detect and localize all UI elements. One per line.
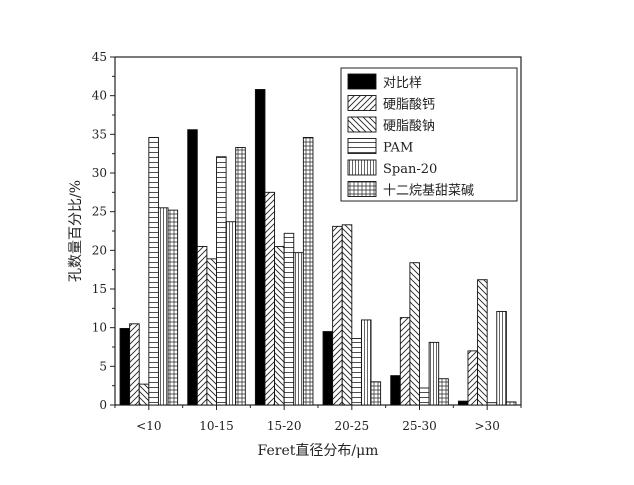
bar: [119, 327, 131, 406]
bar: [486, 402, 498, 406]
legend-entry: Span-20: [383, 162, 437, 177]
bar: [496, 310, 507, 406]
bar: [399, 317, 411, 406]
bar: [129, 323, 140, 406]
bar: [351, 338, 362, 406]
y-tick-label: 45: [92, 50, 107, 64]
y-axis: 0 5 10 15 20 25 30 35 40 45: [92, 50, 115, 412]
bar: [457, 400, 469, 406]
legend-swatch: [347, 116, 377, 133]
bar: [467, 350, 479, 406]
bar: [148, 136, 159, 406]
y-axis-label: 孔数量百分比/%: [68, 180, 84, 282]
bars-group: [119, 89, 517, 406]
x-tick-label: 15-20: [267, 419, 302, 433]
bar: [409, 262, 420, 406]
bar: [254, 89, 266, 406]
legend-entry: 硬脂酸钙: [383, 98, 435, 113]
y-tick-label: 15: [92, 282, 107, 296]
bar: [477, 279, 488, 406]
y-tick-label: 5: [99, 359, 107, 373]
bar: [274, 246, 285, 406]
y-tick-label: 10: [92, 321, 107, 335]
y-tick-label: 35: [92, 127, 107, 141]
legend-entry: 十二烷基甜菜碱: [383, 183, 474, 199]
legend-entry: 硬脂酸钠: [383, 119, 435, 134]
bar: [293, 252, 304, 406]
bar: [302, 136, 314, 406]
bar: [264, 191, 276, 406]
bar: [216, 156, 227, 406]
x-axis-label: Feret直径分布/μm: [258, 442, 379, 459]
bar: [419, 387, 430, 406]
bar: [138, 383, 150, 406]
bar: [428, 341, 440, 406]
y-tick-label: 0: [99, 398, 107, 412]
legend-entry: 对比样: [383, 76, 422, 91]
bar: [360, 319, 372, 406]
y-tick-label: 40: [92, 89, 107, 103]
x-tick-label: 25-30: [402, 419, 437, 433]
x-tick-label: >30: [475, 419, 500, 433]
y-tick-label: 30: [92, 166, 107, 180]
legend-swatch: [347, 159, 377, 176]
legend-entry: PAM: [383, 141, 413, 156]
legend-swatch: [347, 95, 377, 111]
x-axis: <10 10-15 15-20 20-25 25-30 >30: [114, 405, 522, 433]
bar: [341, 224, 353, 406]
legend-swatch: [347, 181, 377, 197]
bar: [322, 331, 334, 406]
legend-swatch: [347, 73, 377, 90]
legend-swatch: [347, 138, 377, 154]
bar: [196, 246, 208, 406]
bar: [505, 401, 517, 406]
bar: [225, 221, 237, 406]
bar: [390, 375, 401, 406]
bar: [206, 258, 217, 406]
y-tick-label: 25: [92, 205, 107, 219]
bar: [167, 209, 179, 406]
bar: [157, 207, 169, 406]
y-tick-label: 20: [92, 243, 107, 257]
x-tick-label: 10-15: [199, 419, 234, 433]
bar: [187, 129, 198, 406]
bar: [370, 381, 382, 406]
bar: [283, 232, 295, 406]
x-tick-label: 20-25: [335, 419, 370, 433]
bar: [332, 225, 343, 406]
bar: [235, 147, 246, 406]
x-tick-label: <10: [136, 419, 161, 433]
legend-box: [340, 67, 518, 202]
bar: [438, 378, 449, 406]
